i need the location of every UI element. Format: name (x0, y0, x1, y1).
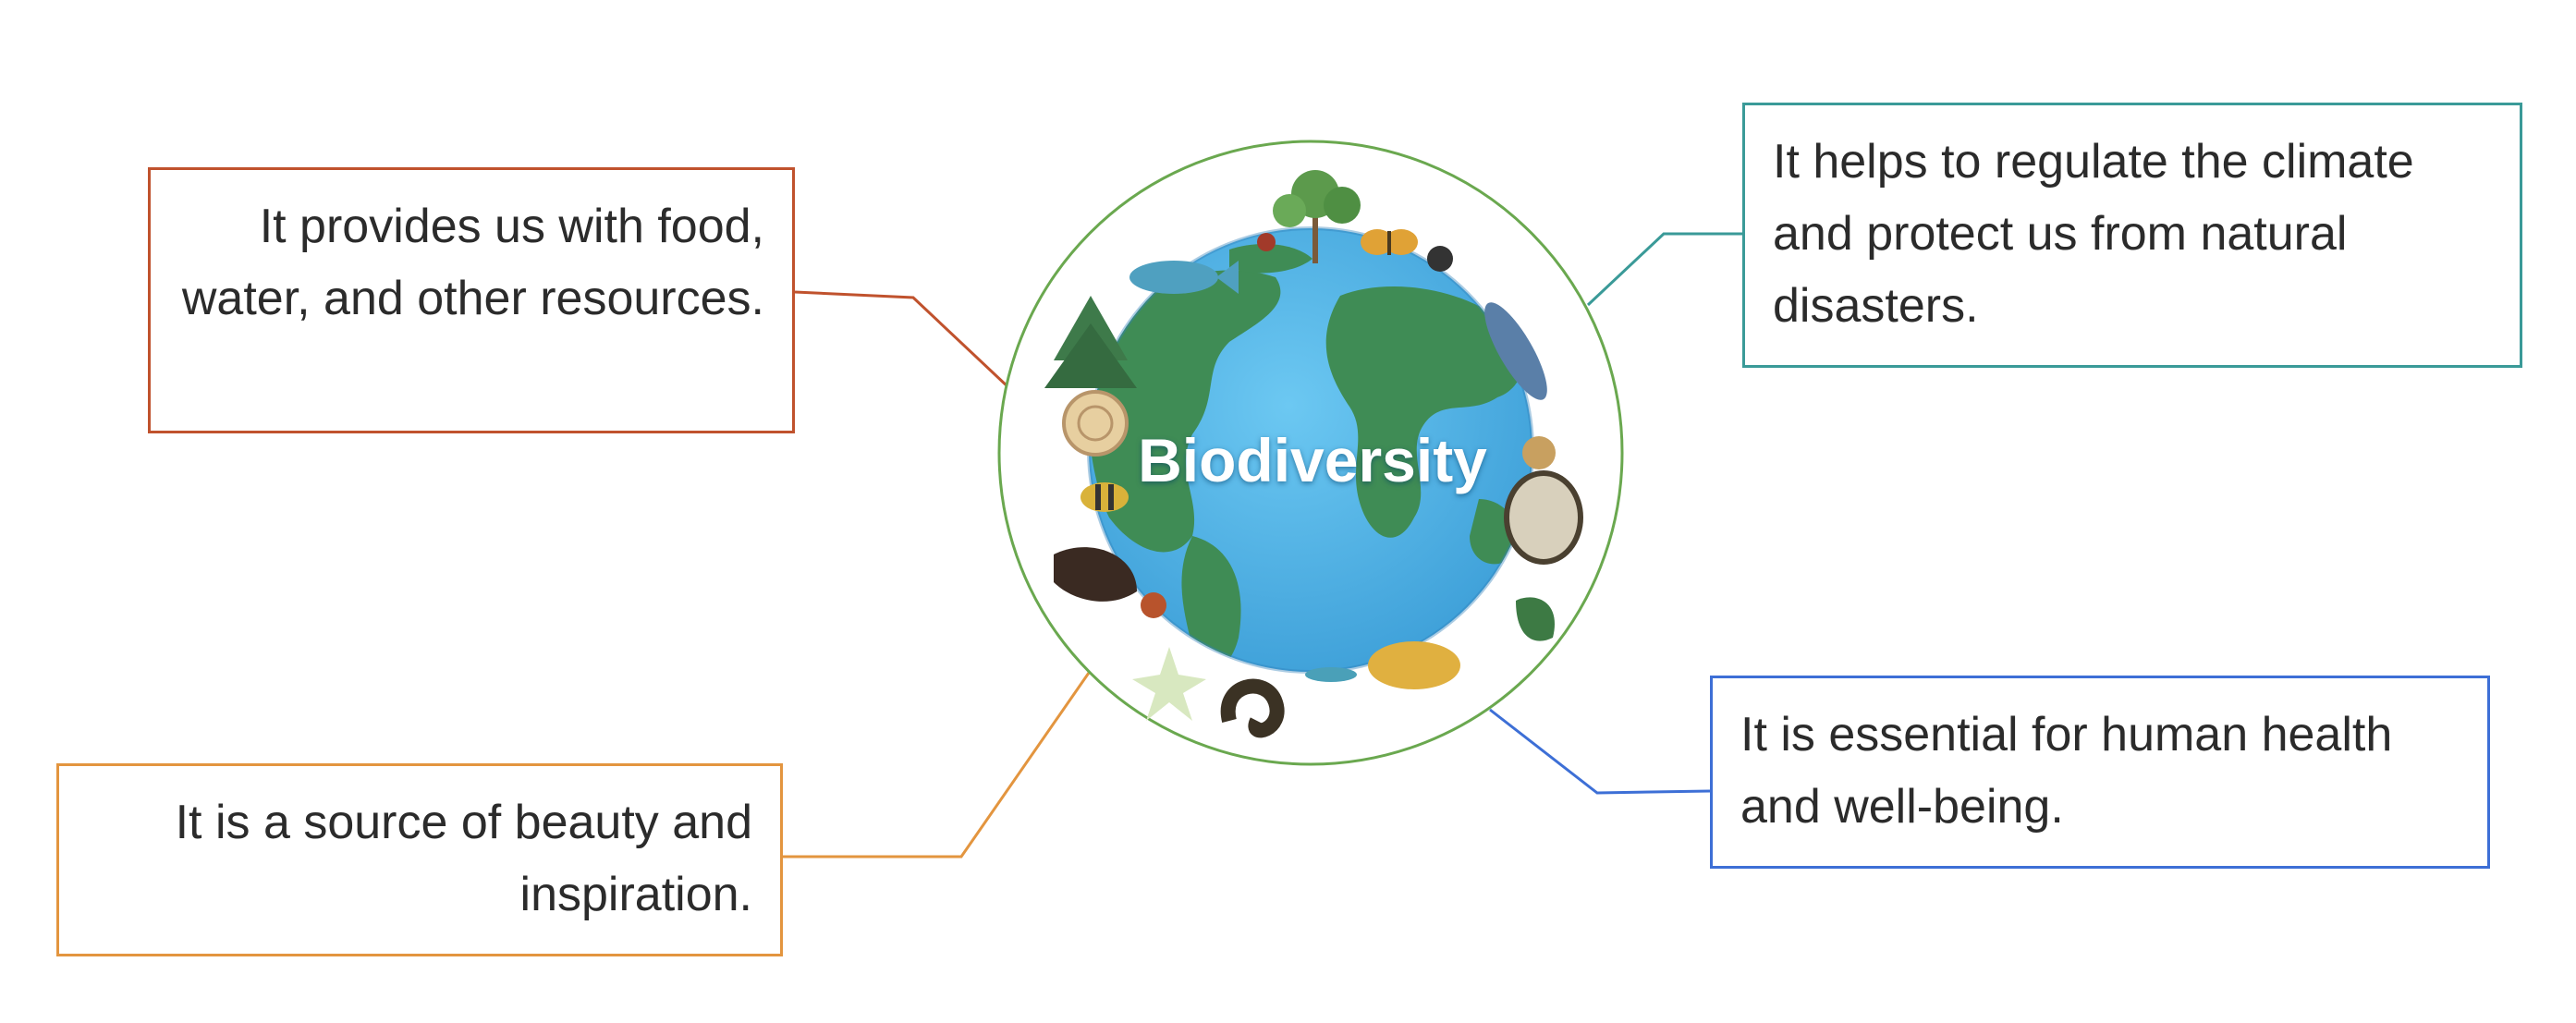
connector-climate (1586, 232, 1742, 307)
benefit-climate-text: It helps to regulate the climate and pro… (1773, 135, 2414, 333)
mushroom-icon (1504, 470, 1583, 641)
snake-icon (1220, 678, 1285, 738)
fish-icon (1129, 261, 1547, 400)
benefit-health-text: It is essential for human health and wel… (1740, 708, 2393, 834)
bird-icon (1054, 547, 1166, 618)
pine-tree-icon (1044, 296, 1137, 388)
benefit-health: It is essential for human health and wel… (1710, 676, 2490, 869)
benefit-climate: It helps to regulate the climate and pro… (1742, 103, 2522, 368)
leaf-icon (1257, 233, 1556, 469)
crab-icon (1305, 641, 1460, 689)
butterfly-icon (1361, 229, 1418, 255)
connector-beauty (783, 672, 1091, 859)
benefit-beauty-text: It is a source of beauty and inspiration… (175, 796, 752, 921)
connector-food (794, 290, 1011, 390)
benefit-beauty: It is a source of beauty and inspiration… (56, 763, 783, 956)
globe-icon (1087, 226, 1534, 674)
bee-icon (1080, 482, 1129, 512)
shell-icon (1062, 390, 1129, 457)
benefit-food-text: It provides us with food, water, and oth… (181, 200, 764, 325)
connector-health (1489, 708, 1711, 795)
center-title: Biodiversity (1138, 426, 1487, 494)
benefit-food: It provides us with food, water, and oth… (148, 167, 795, 433)
tree-icon (1273, 170, 1361, 263)
starfish-icon (1132, 647, 1206, 721)
